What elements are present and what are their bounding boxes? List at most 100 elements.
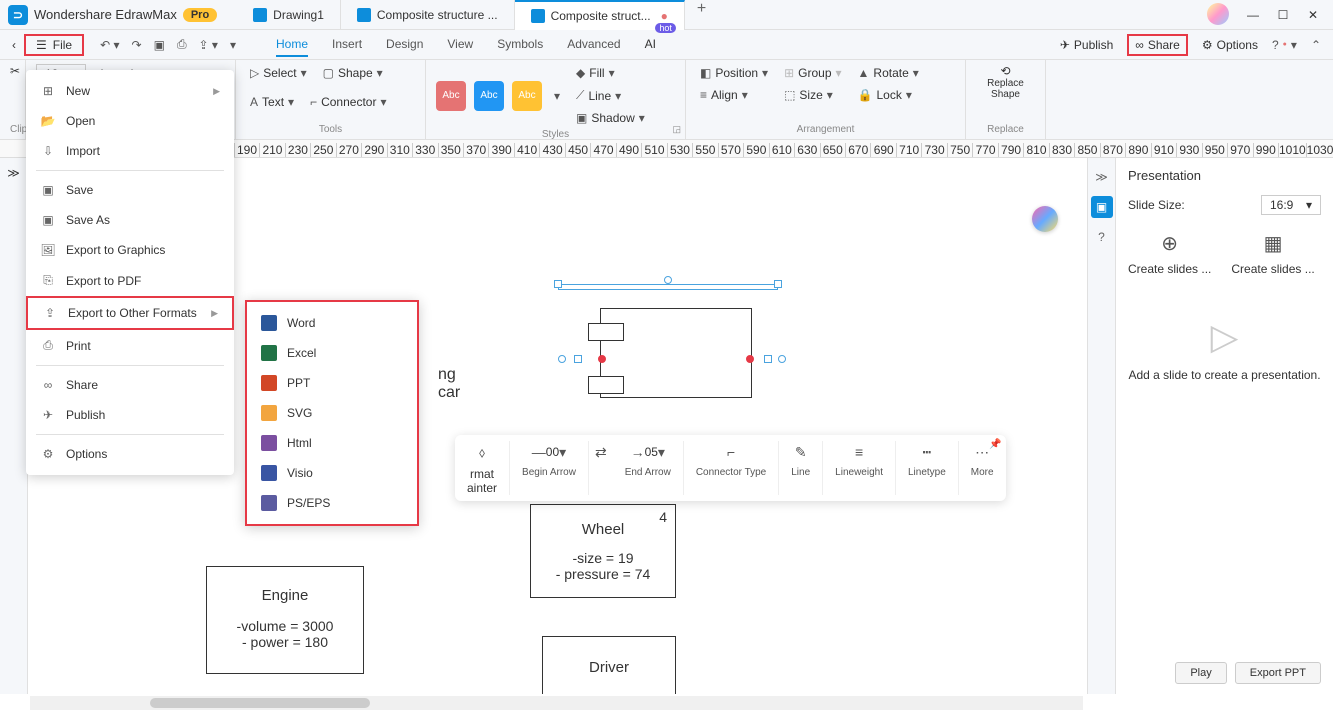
shape-button[interactable]: ▢ Shape ▾ [319, 64, 387, 82]
linetype-button[interactable]: ┅Linetype [896, 441, 959, 495]
group-button[interactable]: ⊞ Group▾ [780, 64, 845, 82]
export-formats-submenu: WordExcelPPT SVG Html Visio PS/EPS [245, 300, 419, 526]
maximize-button[interactable]: ☐ [1269, 3, 1297, 27]
folder-icon: 📂 [40, 114, 56, 128]
connector-type-button[interactable]: ⌐Connector Type [684, 441, 779, 495]
swap-arrow-button[interactable]: ⇄ [589, 441, 613, 495]
share-button[interactable]: ∞Share [1127, 34, 1188, 56]
line-style-button[interactable]: ⟋ Line ▾ [572, 86, 649, 105]
format-painter-button[interactable]: ⬨rmatainter [455, 441, 510, 495]
menu-save[interactable]: ▣Save [26, 175, 234, 205]
format-word[interactable]: Word [247, 308, 417, 338]
format-html[interactable]: Html [247, 428, 417, 458]
engine-title: Engine [213, 587, 357, 604]
print-button[interactable]: ⎙ [177, 37, 187, 52]
format-svg[interactable]: SVG [247, 398, 417, 428]
save-button[interactable]: ▣ [154, 38, 165, 52]
styles-label: Styles [436, 127, 675, 140]
connector-button[interactable]: ⌐ Connector ▾ [306, 93, 390, 111]
begin-arrow-button[interactable]: — 00 ▾Begin Arrow [510, 441, 589, 495]
tab-home[interactable]: Home [276, 33, 308, 57]
format-visio[interactable]: Visio [247, 458, 417, 488]
menu-publish[interactable]: ✈Publish [26, 400, 234, 430]
options-button[interactable]: ⚙Options [1202, 38, 1258, 52]
close-button[interactable]: ✕ [1299, 3, 1327, 27]
expand-sidebar-button[interactable]: ≫ [7, 166, 20, 180]
export-button[interactable]: ⇪ ▾ [199, 38, 218, 52]
menu-import[interactable]: ⇩Import [26, 136, 234, 166]
style-red-button[interactable]: Abc [436, 81, 466, 111]
create-slides-button[interactable]: ⊕Create slides ... [1128, 231, 1211, 276]
menu-export-other[interactable]: ⇪Export to Other Formats▶ [26, 296, 234, 330]
fill-button[interactable]: ◆ Fill ▾ [572, 64, 649, 82]
menu-saveas[interactable]: ▣Save As [26, 205, 234, 235]
export-ppt-button[interactable]: Export PPT [1235, 662, 1321, 684]
menu-open[interactable]: 📂Open [26, 106, 234, 136]
create-slides-alt-button[interactable]: ▦Create slides ... [1231, 231, 1314, 276]
minimize-button[interactable]: — [1239, 3, 1267, 27]
wheel-title: Wheel [537, 521, 669, 538]
tab-composite1[interactable]: Composite structure ... [341, 0, 515, 30]
presentation-tab-button[interactable]: ▣ [1091, 196, 1113, 218]
help-rail-button[interactable]: ? [1091, 226, 1113, 248]
format-label: SVG [287, 406, 312, 420]
lineweight-button[interactable]: ≡Lineweight [823, 441, 896, 495]
publish-button[interactable]: ✈Publish [1060, 38, 1113, 52]
menu-print[interactable]: ⎙Print [26, 330, 234, 361]
canvas-text-fragment: ng car [438, 366, 460, 402]
size-button[interactable]: ⬚ Size▾ [780, 86, 845, 104]
rotate-button[interactable]: ▲ Rotate▾ [854, 64, 923, 82]
line-color-button[interactable]: ✎Line [779, 441, 823, 495]
lock-button[interactable]: 🔒 Lock▾ [854, 86, 923, 104]
select-button[interactable]: ▷ Select ▾ [246, 64, 311, 82]
tab-symbols[interactable]: Symbols [497, 33, 543, 57]
pin-icon[interactable]: 📌 [989, 439, 1001, 450]
format-ps/eps[interactable]: PS/EPS [247, 488, 417, 518]
new-tab-button[interactable]: + [685, 0, 718, 30]
menu-export-graphics[interactable]: 🖼Export to Graphics [26, 235, 234, 265]
more-qat-button[interactable]: ▾ [230, 38, 236, 52]
style-blue-button[interactable]: Abc [474, 81, 504, 111]
menu-export-pdf[interactable]: ⎘Export to PDF [26, 265, 234, 296]
style-yellow-button[interactable]: Abc [512, 81, 542, 111]
format-label: Visio [287, 466, 313, 480]
back-button[interactable]: ‹ [4, 38, 24, 52]
presentation-panel: Presentation Slide Size: 16:9▾ ⊕Create s… [1115, 158, 1333, 694]
undo-button[interactable]: ↶ ▾ [100, 38, 119, 52]
placeholder-text: Add a slide to create a presentation. [1128, 368, 1321, 382]
redo-button[interactable]: ↷ [132, 38, 142, 52]
slide-ratio-select[interactable]: 16:9▾ [1261, 195, 1321, 215]
help-button[interactable]: ?● ▾ [1272, 38, 1297, 52]
format-ppt[interactable]: PPT [247, 368, 417, 398]
file-menu-button[interactable]: ☰ File [24, 34, 84, 56]
cut-icon[interactable]: ✂ [10, 64, 15, 78]
menu-share[interactable]: ∞Share [26, 370, 234, 400]
style-more-button[interactable]: ▾ [550, 87, 564, 105]
user-avatar[interactable] [1207, 3, 1229, 25]
expand-right-button[interactable]: ≫ [1091, 166, 1113, 188]
tab-ai[interactable]: AIhot [645, 33, 656, 57]
shadow-button[interactable]: ▣ Shadow ▾ [572, 109, 649, 127]
expand-icon[interactable]: ◲ [672, 124, 681, 135]
tab-label: Composite structure ... [377, 8, 498, 22]
menu-options[interactable]: ⚙Options [26, 439, 234, 469]
tab-design[interactable]: Design [386, 33, 423, 57]
tab-advanced[interactable]: Advanced [567, 33, 620, 57]
format-excel[interactable]: Excel [247, 338, 417, 368]
saveas-icon: ▣ [40, 213, 56, 227]
tab-insert[interactable]: Insert [332, 33, 362, 57]
tab-view[interactable]: View [447, 33, 473, 57]
dirty-dot-icon: ● [661, 9, 668, 23]
gear-icon: ⚙ [1202, 38, 1213, 52]
engine-attr2: - power = 180 [213, 634, 357, 650]
text-button[interactable]: A Text ▾ [246, 93, 298, 111]
horizontal-scrollbar[interactable] [30, 696, 1083, 710]
tab-drawing1[interactable]: Drawing1 [237, 0, 341, 30]
play-button[interactable]: Play [1175, 662, 1226, 684]
menu-new[interactable]: ⊞New▶ [26, 76, 234, 106]
align-button[interactable]: ≡ Align▾ [696, 86, 772, 104]
collapse-ribbon-button[interactable]: ⌃ [1311, 38, 1321, 52]
hot-badge: hot [655, 23, 676, 33]
position-button[interactable]: ◧ Position▾ [696, 64, 772, 82]
end-arrow-button[interactable]: → 05 ▾End Arrow [613, 441, 684, 495]
